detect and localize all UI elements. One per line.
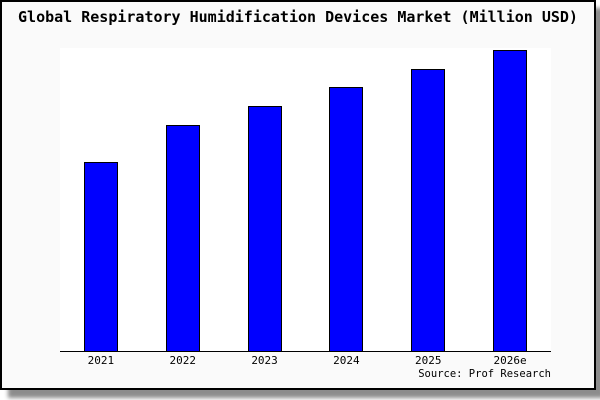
bar-slot-2024 — [305, 48, 387, 351]
bar-2021 — [83, 162, 118, 351]
x-tick-2026e: 2026e — [493, 354, 527, 367]
x-tick-2023: 2023 — [251, 354, 278, 367]
bar-slot-2021 — [60, 48, 142, 351]
source-credit: Source: Prof Research — [418, 368, 551, 380]
x-tick-2021: 2021 — [87, 354, 115, 367]
bar-2025 — [411, 69, 446, 351]
chart-frame: Global Respiratory Humidification Device… — [0, 0, 596, 390]
x-tick-2025: 2025 — [414, 354, 442, 367]
x-axis-tick-labels: 2021 2022 2023 2024 2025 2026e — [60, 355, 551, 367]
bar-slot-2022 — [142, 48, 224, 351]
chart-title: Global Respiratory Humidification Device… — [18, 8, 578, 26]
bar-2024 — [329, 87, 364, 351]
bar-slot-2025 — [387, 48, 469, 351]
plot-area — [60, 48, 551, 352]
x-tick-2024: 2024 — [333, 354, 360, 367]
bar-slot-2026e — [469, 48, 551, 351]
x-tick-2022: 2022 — [169, 354, 196, 367]
bar-2026e — [493, 50, 528, 351]
bar-2023 — [247, 106, 282, 351]
bar-slot-2023 — [224, 48, 306, 351]
bar-2022 — [165, 125, 200, 351]
bars-container — [60, 48, 551, 351]
